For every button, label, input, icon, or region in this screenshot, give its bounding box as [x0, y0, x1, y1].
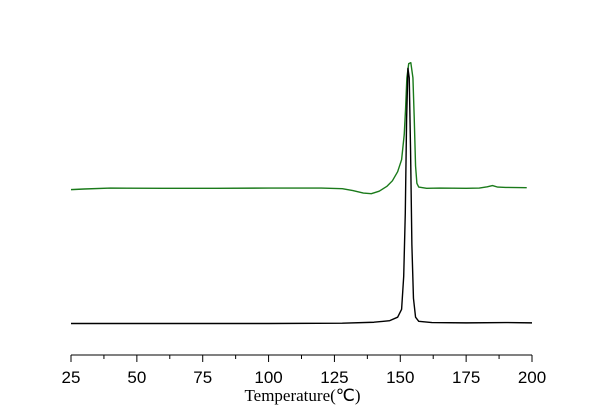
x-tick-label: 25: [62, 368, 81, 387]
green-curve: [70, 61, 527, 195]
x-tick-label: 100: [254, 368, 282, 387]
x-tick-label: 125: [320, 368, 348, 387]
plot-area: [70, 61, 533, 325]
x-tick-label: 175: [452, 368, 480, 387]
x-axis-title: Temperature(℃): [244, 386, 360, 405]
x-tick-label: 200: [518, 368, 546, 387]
x-axis-tick-labels: 25 50 75 100 125 150 175 200: [62, 368, 547, 387]
x-tick-label: 150: [386, 368, 414, 387]
x-axis-ticks: [70, 355, 533, 362]
x-tick-label: 50: [127, 368, 146, 387]
black-curve: [71, 67, 533, 325]
x-tick-label: 75: [193, 368, 212, 387]
